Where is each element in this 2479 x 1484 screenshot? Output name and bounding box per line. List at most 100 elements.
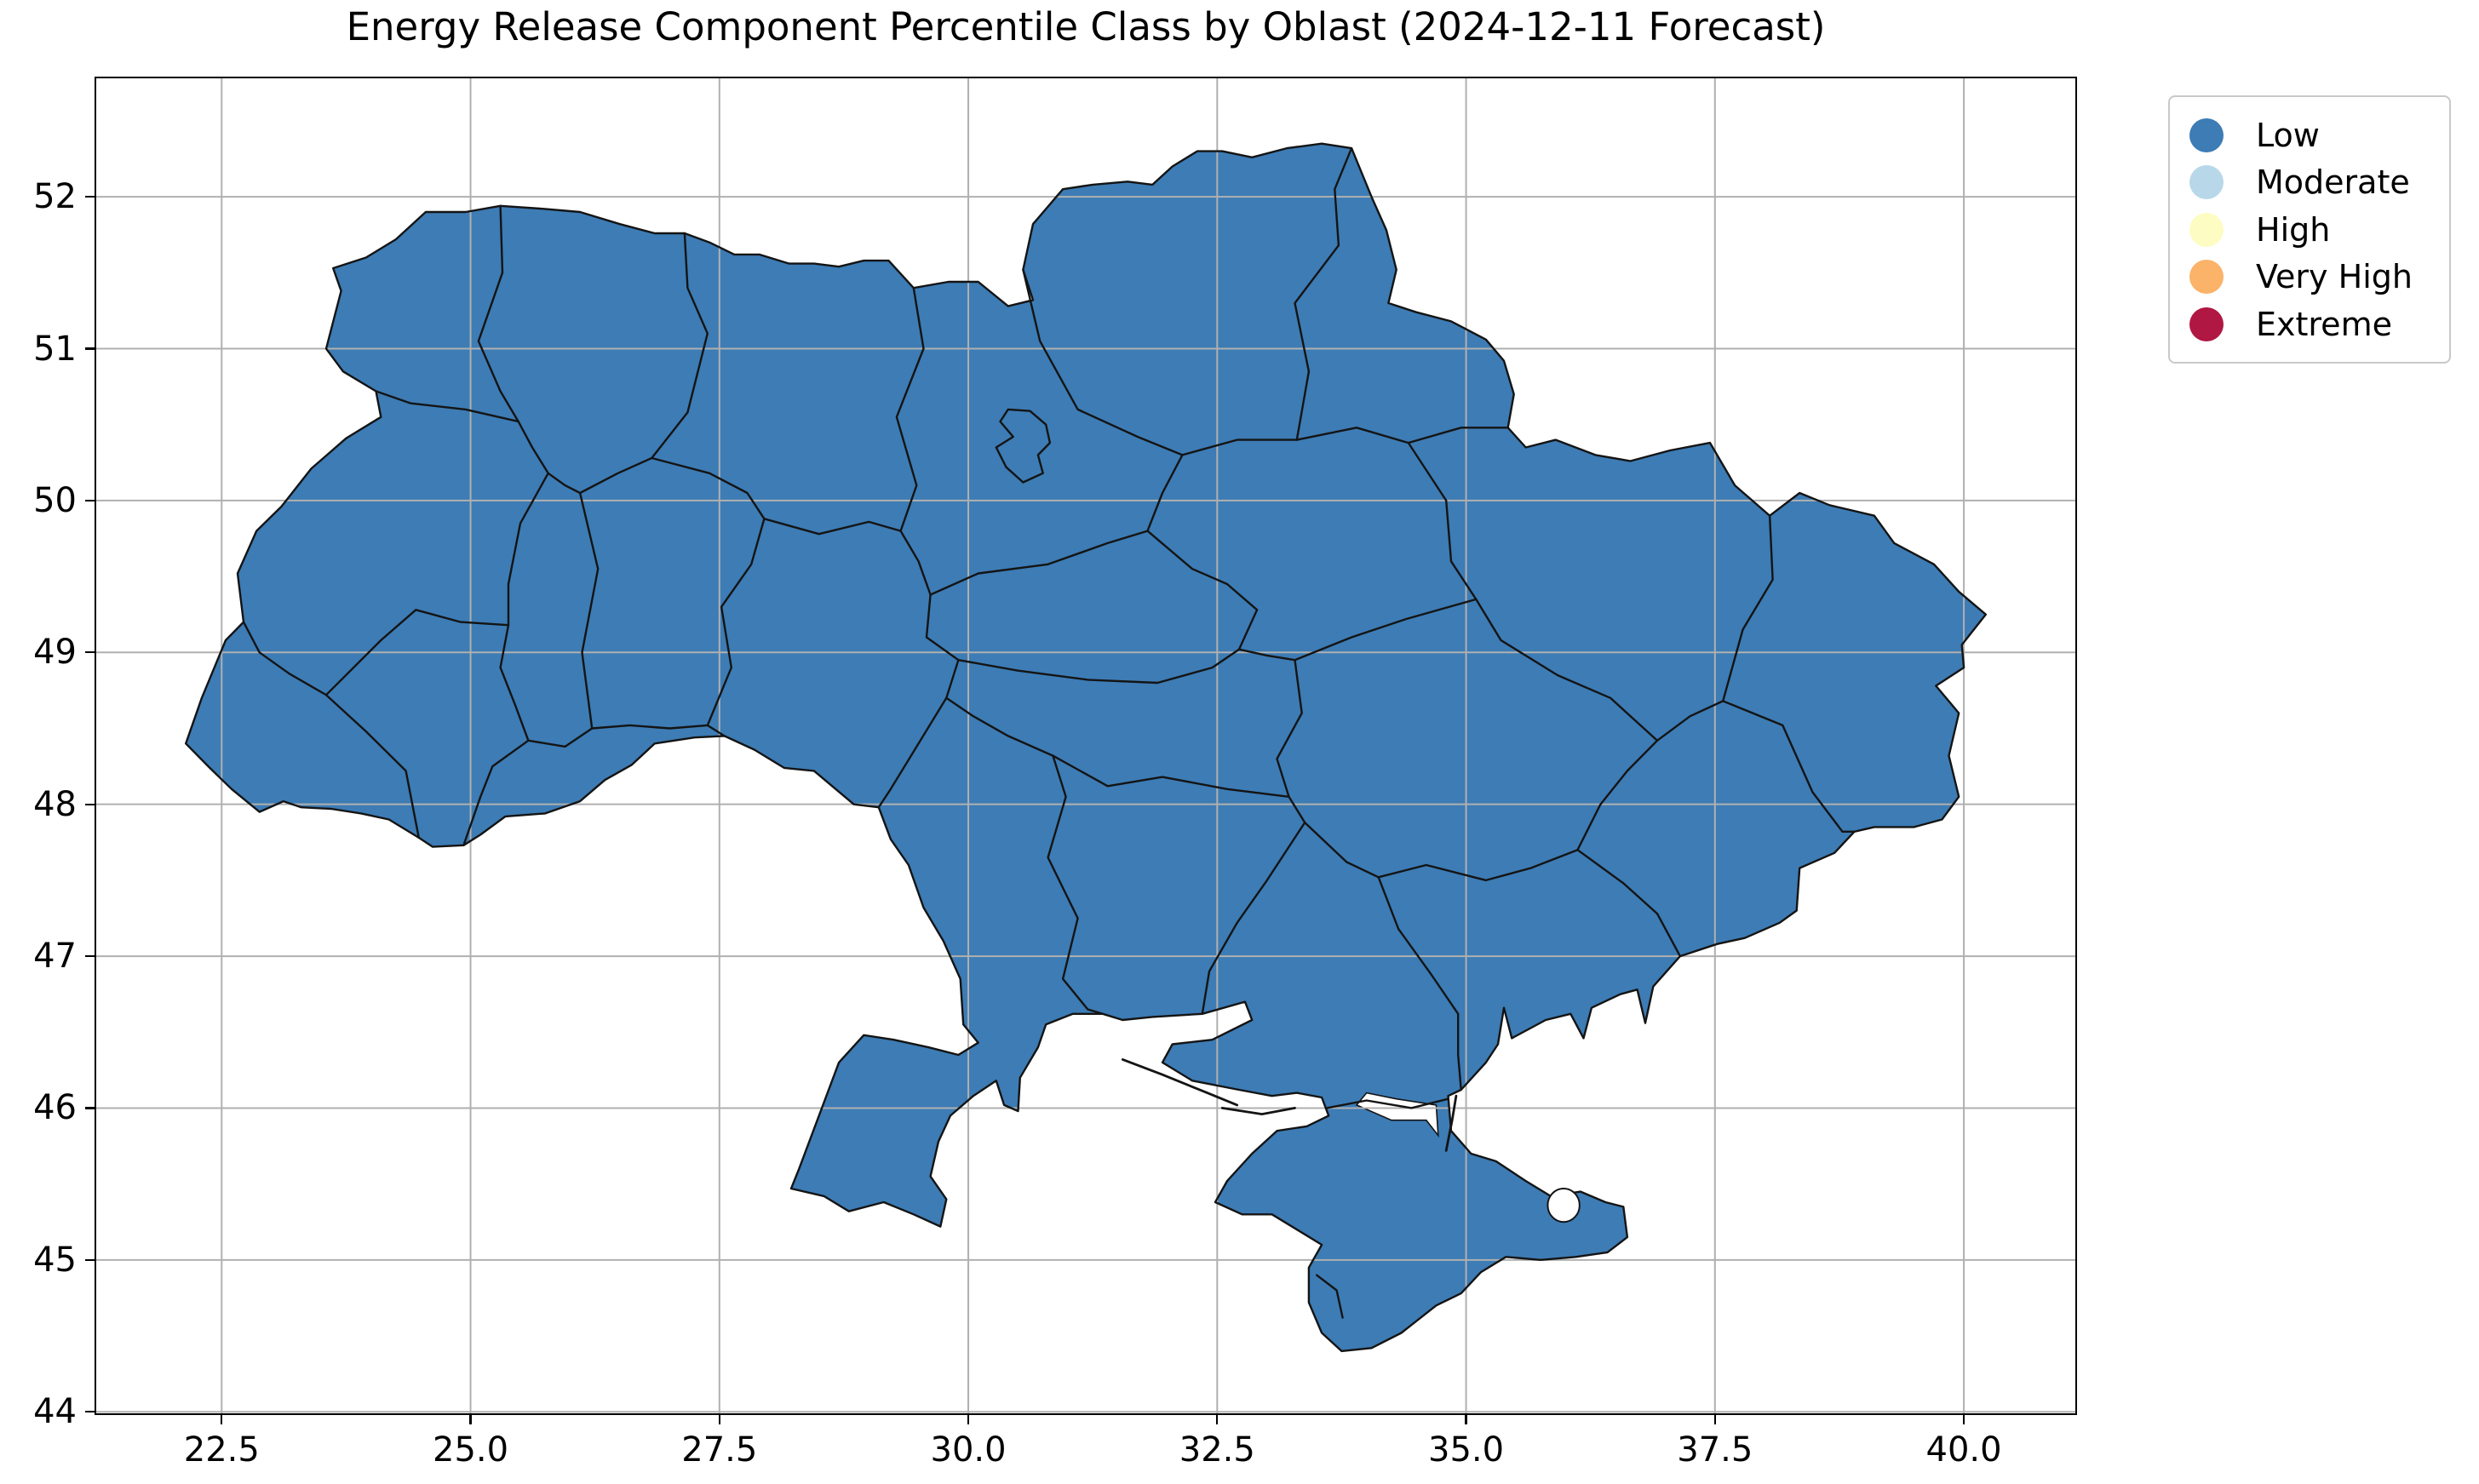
border-lviv-zakarpattia [242,621,328,696]
y-tick-label: 50 [33,480,77,520]
y-tick-mark [85,803,95,805]
legend-label: Very High [2256,258,2413,296]
border-mykolaiv-kherson [1201,821,1306,1015]
y-tick-mark [85,347,95,350]
border-chernivtsi-vinnytsia [706,724,726,737]
border-zhytomyr-kyiv [895,287,925,532]
legend-swatch-low-icon [2189,117,2224,152]
border-ivano-frankivsk-ternopil [499,624,530,742]
border-kyiv-chernihiv [1022,268,1184,456]
border-crimea-sevastopol [1316,1274,1344,1319]
border-kherson-crimea [1325,1097,1449,1109]
border-zaporizhzhia-kherson [1377,876,1462,1092]
y-tick-label: 48 [33,784,77,824]
x-tick-label: 30.0 [930,1430,1007,1470]
border-vinnytsia-cherkasy [925,593,960,662]
legend-swatch-moderate-icon [2189,165,2224,200]
border-dnipro-donetsk [1576,739,1659,851]
border-kyiv-city [995,408,1052,484]
y-tick-label: 51 [33,329,77,369]
x-tick-mark [1713,1415,1716,1424]
y-tick-mark [85,499,95,501]
border-kyiv-poltava [1146,454,1184,532]
legend-swatch-very-high-icon [2189,260,2224,295]
legend-item-very-high: Very High [2170,254,2449,301]
y-tick-label: 52 [33,177,77,217]
syvash-lagoon [1355,1092,1439,1138]
border-kharkiv-luhansk [1722,514,1774,702]
x-tick-label: 37.5 [1677,1430,1753,1470]
border-khmelnytskyi-vinnytsia [706,518,766,727]
border-volyn-lviv [375,390,519,423]
legend-swatch-extreme-icon [2189,307,2224,341]
legend-item-extreme: Extreme [2170,301,2449,348]
border-zhytomyr-vinnytsia [763,518,902,536]
border-poltava-sumy [1295,427,1409,444]
border-kirovohrad-odesa [945,696,1054,757]
border-dnipro-kharkiv [1475,598,1659,742]
legend: Low Moderate High Very High Extreme [2168,95,2451,364]
border-khmelnytskyi-zhytomyr [651,456,766,520]
y-tick-mark [85,1258,95,1261]
dzharylhach-spit [1220,1107,1296,1116]
ukraine-outline [185,142,1987,1353]
border-cherkasy-poltava [1146,530,1259,650]
border-kharkiv-donetsk [1656,700,1724,742]
y-tick-label: 46 [33,1088,77,1128]
border-poltava-kharkiv [1407,441,1478,601]
legend-label: High [2256,210,2331,249]
border-rivne-lviv [517,420,549,474]
border-mykolaiv-dnipro [1288,795,1306,824]
x-tick-mark [469,1415,472,1424]
border-rivne-khmelnytskyi [578,456,653,495]
border-cherkasy-kirovohrad [957,648,1241,685]
border-khmelnytskyi-chernivtsi [591,724,709,730]
x-tick-mark [221,1415,223,1424]
x-tick-label: 25.0 [433,1430,509,1470]
y-tick-mark [85,651,95,654]
border-sumy-kharkiv [1407,427,1509,444]
border-kyiv-vinnytsia [899,530,932,596]
arabat-spit [1444,1094,1458,1152]
x-tick-label: 35.0 [1428,1430,1505,1470]
kerch-peninsula-bay [1547,1187,1581,1223]
legend-item-low: Low [2170,112,2449,159]
border-kirovohrad-poltava [1237,648,1296,662]
border-volyn-rivne [477,204,519,423]
border-kyiv-cherkasy [929,530,1149,596]
border-ivano-frankivsk-chernivtsi [462,739,530,846]
y-tick-mark [85,196,95,198]
border-ternopil-chernivtsi [527,727,594,748]
y-tick-label: 49 [33,633,77,673]
border-odesa-mykolaiv [1047,754,1105,1015]
border-lviv-ternopil [507,472,549,627]
y-tick-label: 44 [33,1392,77,1432]
tendra-spit [1121,1058,1239,1107]
y-tick-mark [85,1411,95,1413]
x-tick-mark [718,1415,720,1424]
border-kirovohrad-dnipro [1276,659,1303,798]
border-zakarpattia-ivano-frankivsk [324,694,420,839]
border-vinnytsia-kirovohrad [945,659,960,699]
x-tick-mark [967,1415,970,1424]
legend-label: Moderate [2256,163,2410,202]
plot-area [95,77,2077,1415]
oblast-borders [242,146,1856,1319]
border-vinnytsia-odesa [877,696,948,809]
y-tick-mark [85,1107,95,1109]
border-chernihiv-sumy [1294,146,1353,441]
x-tick-label: 27.5 [681,1430,758,1470]
legend-label: Extreme [2256,305,2392,343]
legend-item-high: High [2170,206,2449,254]
gridlines [96,78,2075,1413]
ukraine-choropleth-map [96,78,2075,1413]
border-dnipro-kherson [1304,821,1380,879]
x-tick-mark [1962,1415,1965,1424]
x-tick-label: 32.5 [1179,1430,1255,1470]
border-poltava-dnipro [1294,598,1478,662]
border-zaporizhzhia-donetsk [1576,849,1682,958]
border-kirovohrad-mykolaiv [1052,754,1290,798]
border-dnipro-zaporizhzhia [1377,849,1579,882]
border-ternopil-khmelnytskyi [578,491,600,730]
x-tick-label: 22.5 [183,1430,260,1470]
